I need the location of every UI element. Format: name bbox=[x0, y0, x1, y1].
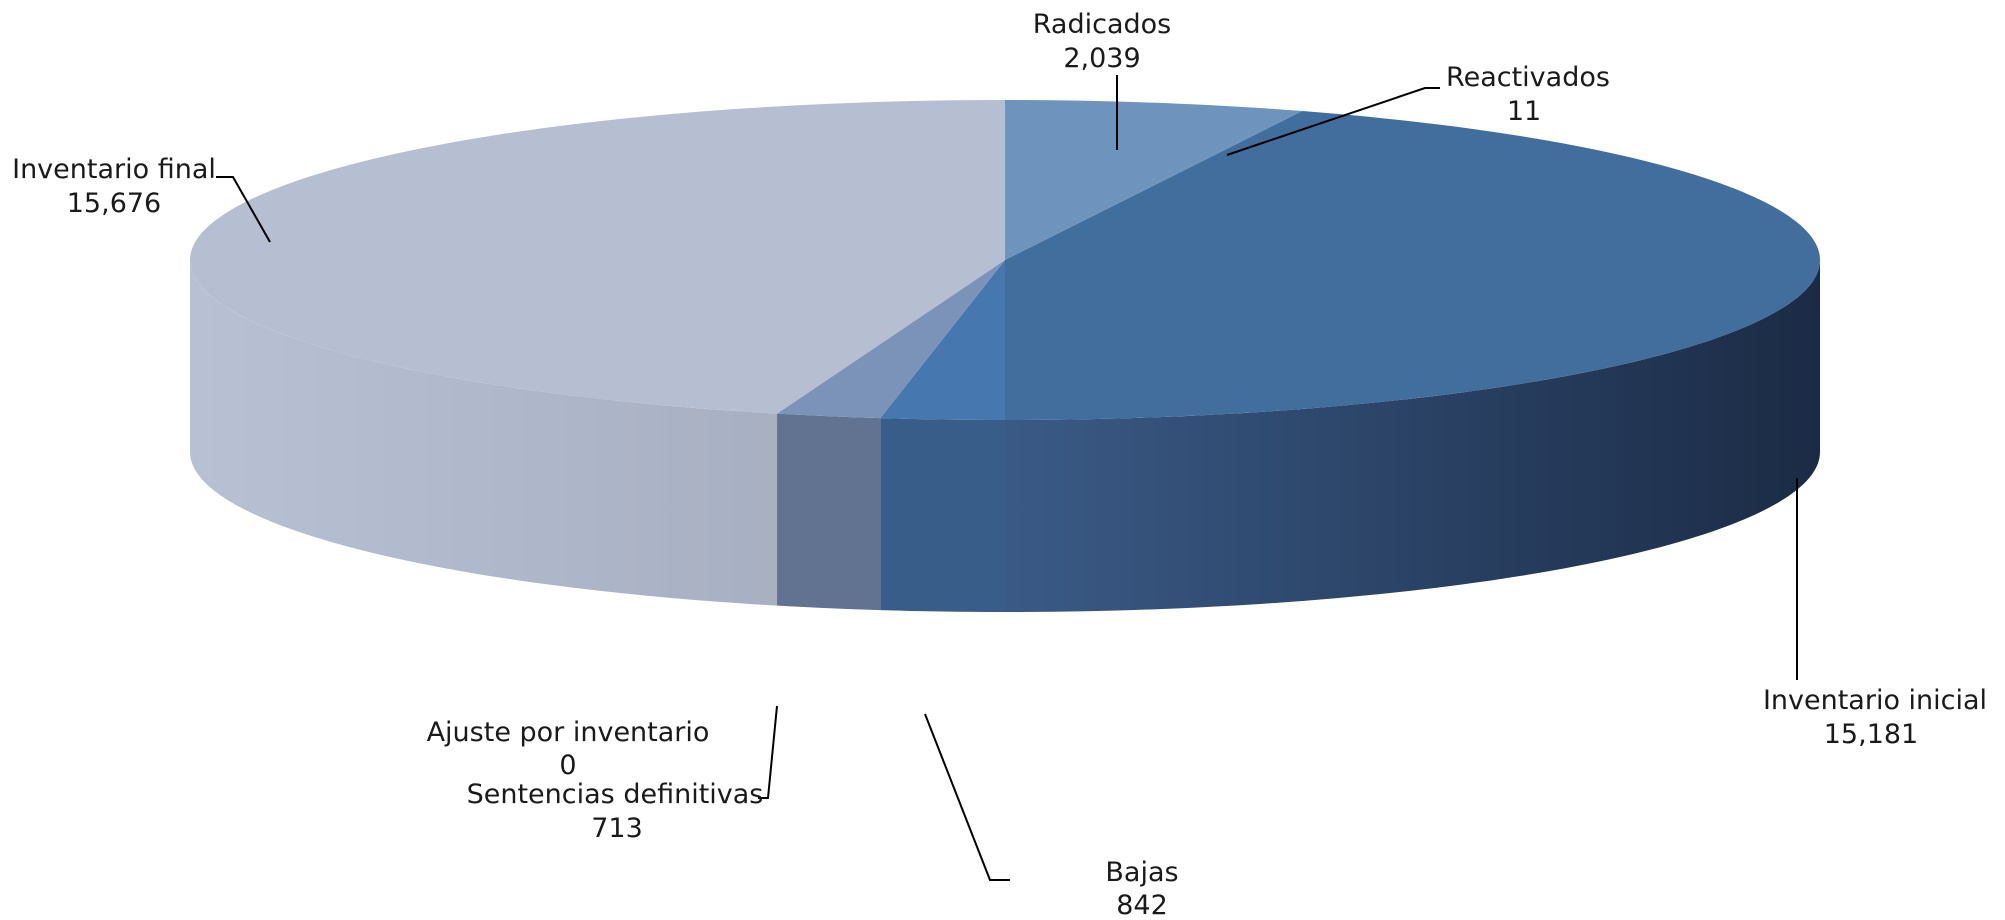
slice-side-inventario-inicial bbox=[1005, 260, 1820, 612]
slice-side-bajas bbox=[880, 418, 1005, 612]
slice-top-inventario-inicial bbox=[1005, 111, 1820, 421]
value-sentencias: 713 bbox=[591, 813, 643, 844]
leader-reactivados bbox=[1226, 87, 1440, 156]
label-inventario-inicial: Inventario inicial bbox=[1763, 685, 1987, 716]
label-ajuste: Ajuste por inventario bbox=[427, 717, 710, 748]
value-bajas: 842 bbox=[1116, 890, 1168, 920]
leader-inventario-final bbox=[216, 176, 271, 243]
leader-lines bbox=[216, 75, 1798, 881]
slice-side-inventario-final bbox=[190, 260, 778, 606]
slice-top-inventario-final bbox=[190, 100, 1005, 414]
slice-labels: Radicados 2,039 Reactivados 11 Inventari… bbox=[12, 9, 1987, 920]
leader-sentencias bbox=[758, 705, 778, 799]
slice-top-sentencias-definitivas bbox=[777, 260, 1005, 419]
value-radicados: 2,039 bbox=[1063, 43, 1140, 74]
value-reactivados: 11 bbox=[1507, 96, 1541, 127]
pie-sides bbox=[190, 260, 1820, 612]
label-reactivados: Reactivados bbox=[1446, 62, 1610, 93]
leader-bajas bbox=[924, 713, 1010, 881]
label-inventario-final: Inventario final bbox=[12, 154, 216, 185]
slice-top-bajas bbox=[880, 260, 1005, 420]
value-inventario-final: 15,676 bbox=[67, 188, 161, 219]
value-ajuste: 0 bbox=[559, 750, 576, 781]
label-sentencias: Sentencias definitivas bbox=[467, 779, 764, 810]
label-bajas: Bajas bbox=[1105, 857, 1178, 888]
slice-top-reactivados bbox=[1005, 110, 1303, 261]
pie-tops bbox=[190, 100, 1820, 421]
label-radicados: Radicados bbox=[1033, 9, 1171, 40]
slice-top-radicados bbox=[1005, 100, 1302, 260]
value-inventario-inicial: 15,181 bbox=[1824, 719, 1918, 750]
slice-side-sentencias-definitivas bbox=[777, 413, 881, 611]
